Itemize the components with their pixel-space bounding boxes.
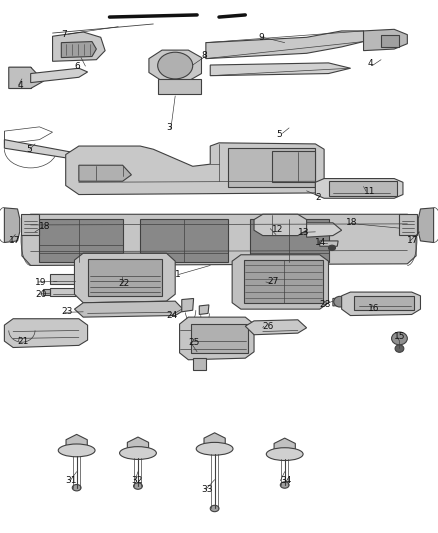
Text: 1: 1 — [175, 270, 181, 279]
Text: 17: 17 — [407, 237, 419, 245]
Bar — [244, 260, 323, 303]
Text: 31: 31 — [66, 477, 77, 485]
Polygon shape — [66, 143, 324, 195]
Polygon shape — [4, 208, 20, 243]
Bar — [272, 151, 315, 182]
Text: 14: 14 — [315, 238, 327, 247]
Text: 7: 7 — [61, 30, 67, 39]
Ellipse shape — [280, 482, 289, 488]
Polygon shape — [245, 320, 307, 335]
Text: 17: 17 — [9, 237, 20, 245]
Polygon shape — [193, 358, 206, 370]
Polygon shape — [254, 214, 307, 236]
Polygon shape — [127, 437, 148, 458]
Polygon shape — [4, 140, 79, 160]
Polygon shape — [320, 241, 338, 246]
Polygon shape — [315, 179, 403, 198]
Text: 16: 16 — [368, 304, 379, 312]
Polygon shape — [74, 301, 184, 317]
Bar — [354, 296, 414, 310]
Polygon shape — [182, 298, 194, 312]
Text: 8: 8 — [201, 52, 207, 60]
Text: 13: 13 — [298, 229, 309, 237]
Bar — [191, 324, 248, 353]
Bar — [43, 289, 50, 295]
Text: 26: 26 — [263, 322, 274, 330]
Text: 15: 15 — [394, 333, 406, 341]
Text: 4: 4 — [18, 81, 23, 90]
Ellipse shape — [328, 245, 336, 251]
Polygon shape — [180, 317, 254, 360]
Bar — [39, 219, 123, 262]
Polygon shape — [204, 433, 225, 454]
Text: 27: 27 — [267, 277, 279, 286]
Polygon shape — [4, 319, 88, 348]
Ellipse shape — [334, 296, 346, 307]
Polygon shape — [9, 67, 44, 88]
Bar — [88, 259, 162, 296]
Polygon shape — [31, 68, 88, 83]
Bar — [50, 288, 76, 296]
Text: 2: 2 — [315, 193, 321, 201]
Text: 19: 19 — [35, 278, 46, 287]
Text: 25: 25 — [188, 338, 200, 346]
Bar — [158, 79, 201, 94]
Polygon shape — [232, 255, 328, 309]
Polygon shape — [66, 434, 87, 456]
Polygon shape — [364, 29, 407, 51]
Polygon shape — [199, 305, 209, 314]
Text: 20: 20 — [35, 290, 46, 298]
Text: 23: 23 — [61, 308, 73, 316]
Ellipse shape — [395, 345, 404, 352]
Text: 18: 18 — [346, 219, 357, 227]
Text: 4: 4 — [368, 60, 374, 68]
Bar — [140, 219, 228, 262]
Polygon shape — [274, 438, 295, 459]
Polygon shape — [149, 50, 201, 81]
Bar — [50, 274, 78, 284]
Text: 32: 32 — [131, 477, 143, 485]
Bar — [250, 219, 328, 262]
Ellipse shape — [266, 448, 303, 461]
Polygon shape — [206, 31, 364, 59]
Polygon shape — [53, 32, 105, 61]
Bar — [381, 35, 399, 47]
Bar — [399, 214, 417, 235]
Ellipse shape — [134, 483, 142, 489]
Bar — [329, 181, 397, 196]
Polygon shape — [307, 223, 342, 237]
Text: 33: 33 — [201, 485, 213, 494]
Polygon shape — [74, 253, 175, 303]
Text: 22: 22 — [118, 279, 130, 288]
Text: 28: 28 — [320, 301, 331, 309]
Text: 12: 12 — [272, 225, 283, 233]
Text: 5: 5 — [26, 145, 32, 154]
Text: 11: 11 — [364, 188, 375, 196]
Bar — [21, 214, 39, 235]
Text: 3: 3 — [166, 124, 172, 132]
Text: 5: 5 — [276, 130, 282, 139]
Ellipse shape — [120, 447, 156, 459]
Ellipse shape — [210, 505, 219, 512]
Ellipse shape — [72, 484, 81, 491]
Polygon shape — [22, 214, 416, 265]
Polygon shape — [61, 42, 96, 58]
Text: 21: 21 — [18, 337, 29, 345]
Bar — [9, 67, 31, 88]
Bar — [228, 148, 315, 187]
Polygon shape — [79, 165, 131, 181]
Ellipse shape — [392, 332, 407, 345]
Polygon shape — [418, 208, 434, 243]
Polygon shape — [210, 63, 350, 76]
Text: 24: 24 — [166, 311, 178, 320]
Polygon shape — [342, 292, 420, 316]
Ellipse shape — [196, 442, 233, 455]
Text: 6: 6 — [74, 62, 80, 71]
Ellipse shape — [58, 444, 95, 457]
Text: 34: 34 — [280, 477, 292, 485]
Text: 9: 9 — [258, 33, 264, 42]
Text: 18: 18 — [39, 222, 51, 231]
Ellipse shape — [158, 52, 193, 79]
Polygon shape — [333, 297, 348, 306]
